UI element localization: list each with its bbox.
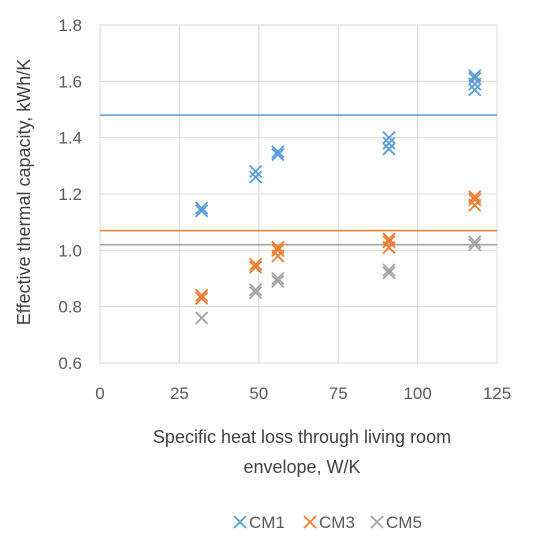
data-point-cm3 — [382, 235, 396, 249]
legend-label: CM1 — [249, 513, 285, 532]
data-point-cm5 — [468, 235, 482, 249]
data-point-cm1 — [271, 147, 285, 162]
data-point-cm1 — [382, 131, 396, 145]
x-axis-title-line-1: Specific heat loss through living room — [153, 427, 451, 447]
data-point-cm5 — [468, 238, 482, 252]
marker-stroke — [194, 288, 209, 303]
marker-stroke — [468, 83, 482, 97]
x-tick-label: 100 — [403, 384, 431, 403]
marker-stroke — [248, 170, 263, 184]
marker-stroke — [271, 243, 285, 257]
y-tick-labels: 0.6 0.8 1.0 1.2 1.4 1.6 1.8 — [58, 16, 82, 373]
plot-area — [99, 24, 498, 364]
y-tick-label: 1.2 — [58, 185, 82, 204]
marker-stroke — [468, 190, 482, 204]
data-point-cm3 — [271, 240, 285, 255]
marker-stroke — [382, 131, 396, 145]
data-point-cm3 — [194, 288, 209, 303]
legend-label: CM3 — [319, 513, 355, 532]
marker-stroke — [382, 142, 396, 156]
data-point-cm3 — [382, 232, 396, 246]
x-tick-label: 75 — [329, 384, 348, 403]
data-point-cm1 — [248, 164, 263, 179]
x-tick-labels: 0 25 50 75 100 125 — [95, 384, 511, 403]
x-axis-title-line-2: envelope, W/K — [243, 457, 360, 477]
marker-stroke — [468, 238, 482, 252]
data-point-cm1 — [194, 201, 209, 215]
marker-stroke — [194, 311, 209, 325]
data-point-cm1 — [468, 69, 482, 83]
data-point-cm1 — [248, 170, 263, 184]
data-point-cm1 — [468, 83, 482, 97]
data-point-cm5 — [248, 285, 263, 300]
marker-stroke — [382, 266, 396, 280]
data-point-cm5 — [194, 311, 209, 325]
marker-stroke — [468, 192, 482, 207]
legend-item-cm1: CM1 — [233, 513, 285, 532]
legend-marker — [233, 515, 247, 529]
legend-label: CM5 — [386, 513, 422, 532]
y-axis-title: Effective thermal capacity, kWh/K — [14, 59, 34, 325]
marker-stroke — [382, 232, 396, 246]
data-point-cm3 — [194, 291, 209, 305]
legend: CM1 CM3 CM5 — [233, 513, 422, 532]
data-point-cm3 — [248, 260, 263, 274]
y-tick-label: 0.6 — [58, 354, 82, 373]
marker-stroke — [382, 263, 396, 277]
marker-stroke — [271, 240, 285, 255]
x-tick-label: 50 — [249, 384, 268, 403]
marker-stroke — [248, 257, 263, 272]
data-point-cm3 — [271, 243, 285, 257]
marker-stroke — [271, 145, 285, 159]
data-point-cm3 — [468, 190, 482, 204]
marker-stroke — [271, 274, 285, 288]
marker-stroke — [271, 147, 285, 162]
data-point-cm1 — [382, 142, 396, 156]
data-point-cm1 — [382, 136, 396, 150]
legend-item-cm5: CM5 — [370, 513, 422, 532]
grid — [99, 24, 498, 364]
marker-stroke — [382, 235, 396, 249]
data-point-cm3 — [248, 257, 263, 272]
marker-stroke — [468, 69, 482, 83]
marker-stroke — [248, 260, 263, 274]
data-point-cm5 — [382, 266, 396, 280]
x-tick-label: 0 — [95, 384, 104, 403]
marker-stroke — [248, 285, 263, 300]
y-tick-label: 1.4 — [58, 129, 82, 148]
marker-stroke — [194, 201, 209, 215]
x-tick-label: 25 — [170, 384, 189, 403]
data-point-cm5 — [271, 274, 285, 288]
y-tick-label: 1.0 — [58, 241, 82, 260]
data-point-cm1 — [468, 71, 482, 86]
marker-stroke — [468, 71, 482, 86]
legend-marker — [303, 515, 317, 529]
data-point-cm3 — [468, 192, 482, 207]
x-tick-label: 125 — [483, 384, 511, 403]
data-point-cm5 — [382, 263, 396, 277]
data-point-cm5 — [248, 283, 263, 297]
legend-marker — [370, 515, 384, 529]
marker-stroke — [248, 164, 263, 179]
marker-stroke — [271, 271, 285, 286]
marker-stroke — [382, 136, 396, 150]
data-points — [194, 69, 482, 325]
y-tick-label: 1.8 — [58, 16, 82, 35]
reference-lines — [100, 114, 497, 246]
data-point-cm1 — [271, 145, 285, 159]
data-point-cm1 — [194, 204, 209, 218]
y-tick-label: 1.6 — [58, 72, 82, 91]
marker-stroke — [468, 235, 482, 249]
plot-frame — [99, 24, 498, 364]
data-point-cm5 — [271, 271, 285, 286]
legend-item-cm3: CM3 — [303, 513, 355, 532]
y-tick-label: 0.8 — [58, 298, 82, 317]
marker-stroke — [194, 204, 209, 218]
marker-stroke — [194, 291, 209, 305]
marker-stroke — [248, 283, 263, 297]
